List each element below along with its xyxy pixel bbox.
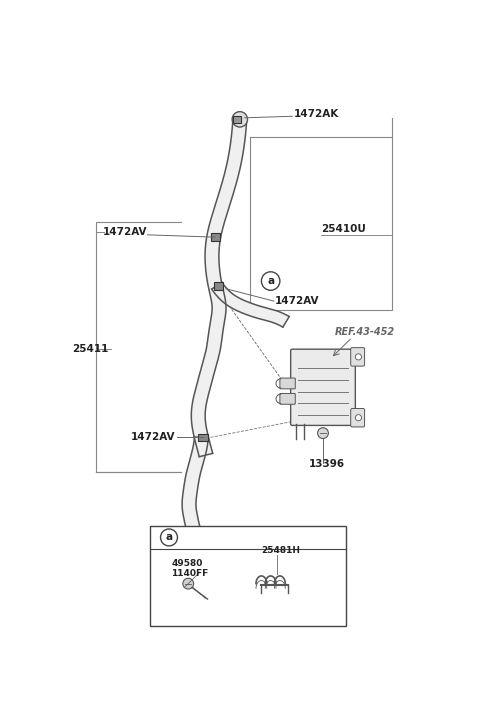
FancyBboxPatch shape	[150, 526, 346, 626]
Text: 1472AV: 1472AV	[103, 227, 147, 237]
Circle shape	[318, 428, 328, 439]
FancyBboxPatch shape	[291, 349, 355, 426]
Text: 1140FF: 1140FF	[171, 569, 208, 579]
Circle shape	[355, 354, 361, 360]
Polygon shape	[212, 282, 289, 327]
Text: 1472AK: 1472AK	[294, 109, 339, 119]
Circle shape	[262, 272, 280, 290]
Text: 1472AV: 1472AV	[131, 432, 175, 442]
Text: REF.43-452: REF.43-452	[335, 327, 395, 337]
Circle shape	[232, 112, 248, 127]
Circle shape	[160, 529, 178, 546]
Polygon shape	[182, 437, 208, 553]
Text: 25481H: 25481H	[262, 546, 300, 555]
Circle shape	[355, 415, 361, 420]
FancyBboxPatch shape	[280, 394, 295, 405]
Text: 13396: 13396	[309, 460, 345, 469]
FancyBboxPatch shape	[351, 348, 365, 366]
Text: 25411: 25411	[72, 344, 108, 354]
FancyBboxPatch shape	[351, 408, 365, 427]
Circle shape	[183, 579, 193, 589]
Text: a: a	[166, 532, 173, 542]
FancyBboxPatch shape	[198, 434, 207, 442]
Polygon shape	[192, 119, 247, 457]
Text: 25410U: 25410U	[322, 225, 366, 234]
Text: 49580: 49580	[171, 559, 203, 568]
FancyBboxPatch shape	[280, 378, 295, 389]
FancyBboxPatch shape	[211, 233, 220, 241]
Text: a: a	[267, 276, 274, 286]
Text: 1472AV: 1472AV	[275, 296, 320, 306]
FancyBboxPatch shape	[232, 116, 241, 123]
FancyBboxPatch shape	[214, 282, 223, 289]
